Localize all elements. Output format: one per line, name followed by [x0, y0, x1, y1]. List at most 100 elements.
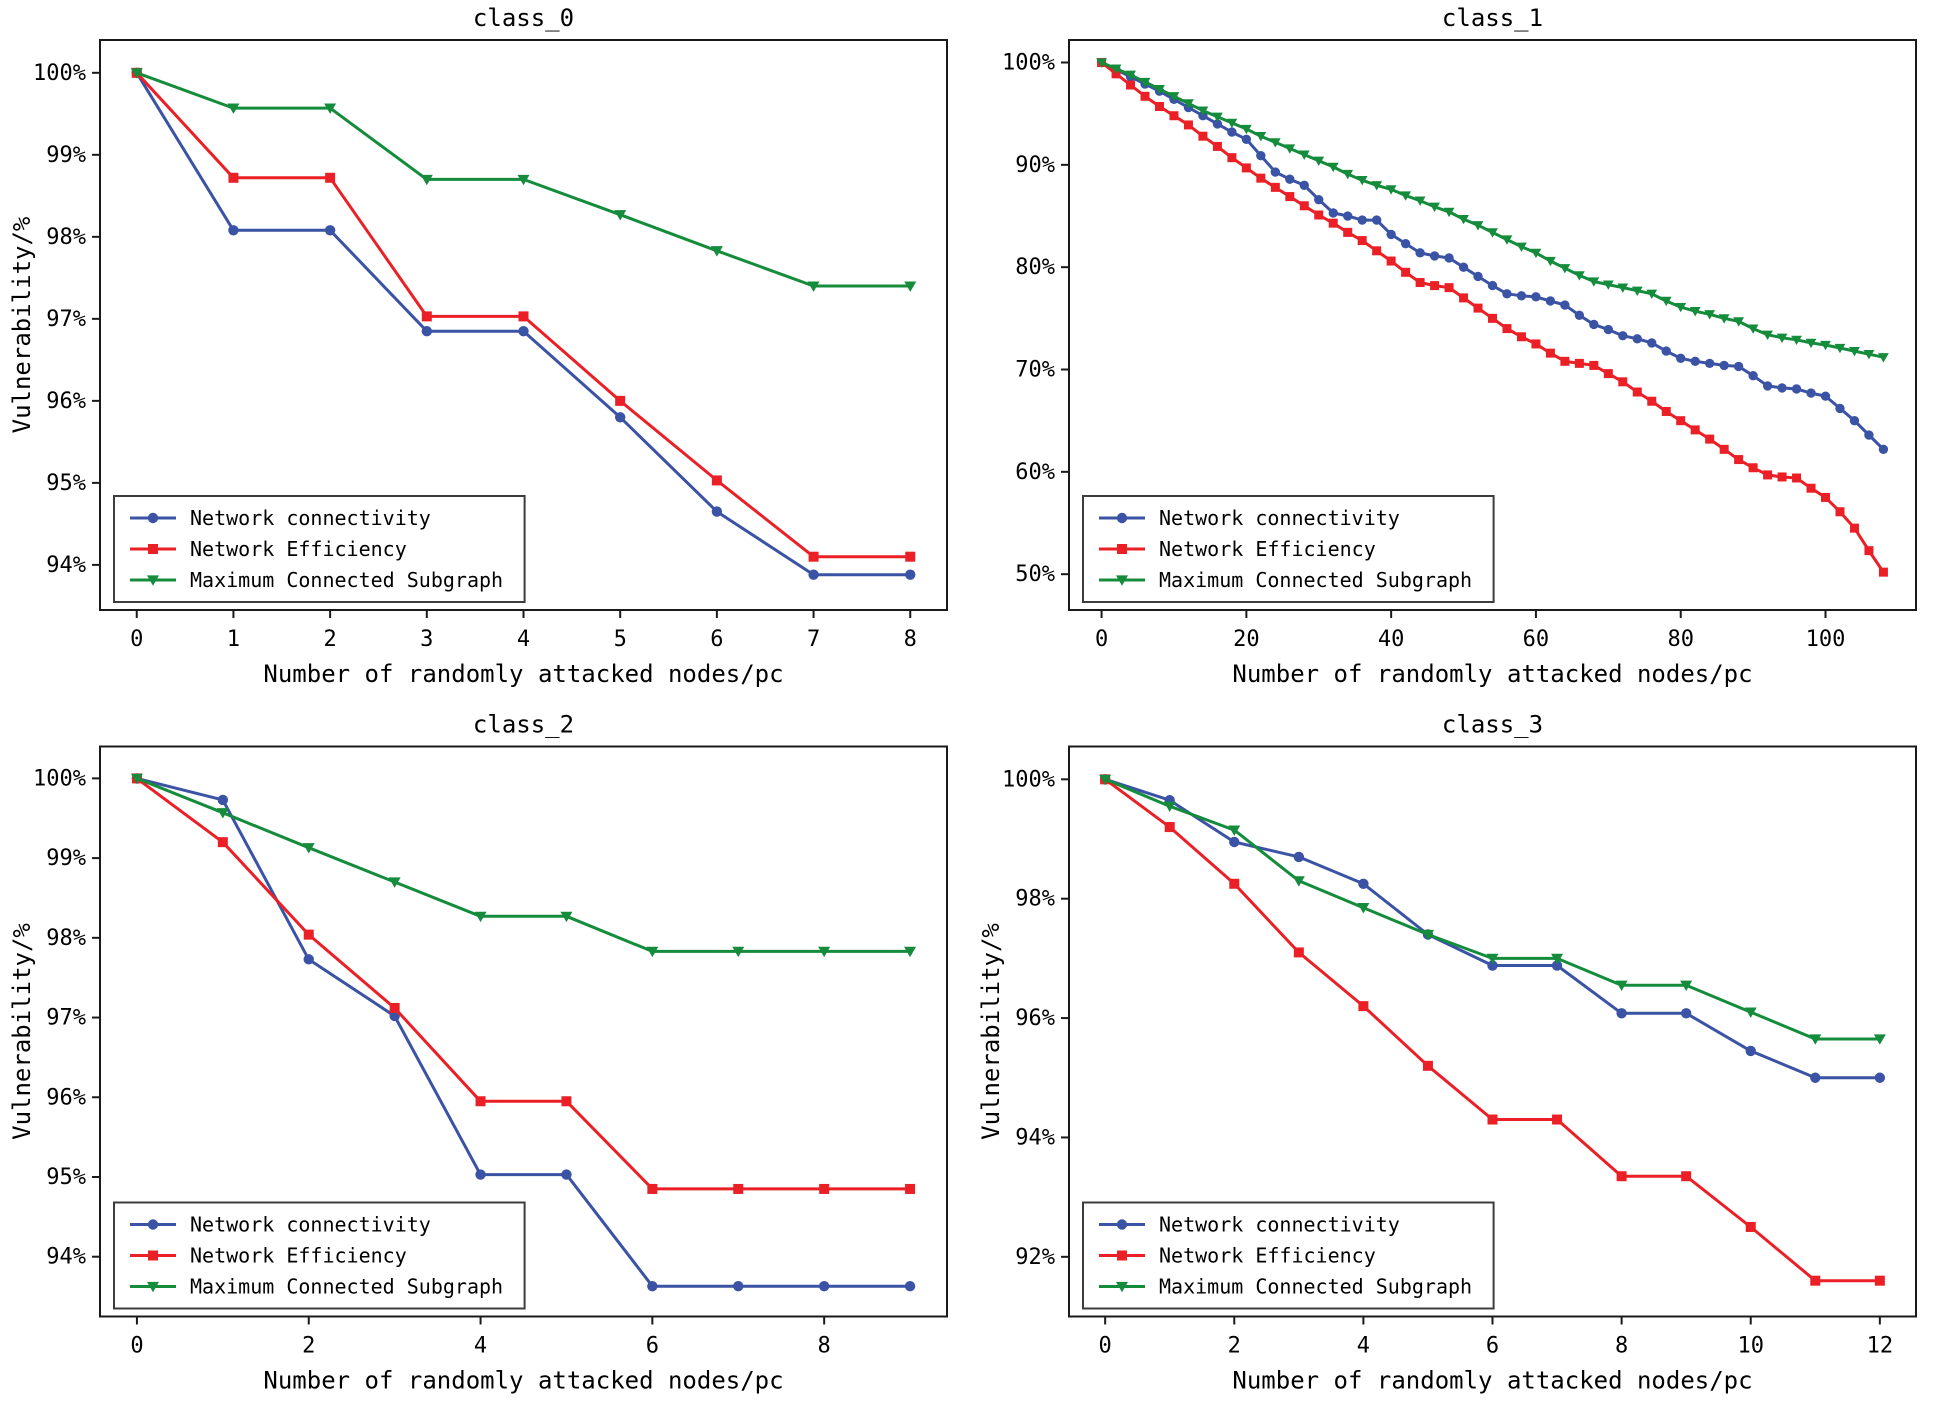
series-markers-network-efficiency [1100, 774, 1885, 1286]
y-tick-label: 70% [1015, 358, 1055, 383]
marker-triangle-down [614, 210, 627, 221]
marker-triangle-down [420, 174, 433, 186]
marker-circle [905, 569, 916, 580]
marker-triangle-down [1486, 953, 1499, 965]
marker-triangle-down [710, 246, 723, 257]
marker-circle [1777, 383, 1787, 393]
marker-triangle-down [1357, 903, 1370, 914]
marker-square [1806, 483, 1816, 493]
marker-circle [1551, 960, 1563, 971]
legend-item-network-connectivity: Network connectivity [1099, 506, 1400, 530]
marker-triangle-down [1228, 825, 1241, 836]
marker-triangle-down [1660, 296, 1672, 307]
marker-square [1676, 416, 1686, 426]
marker-triangle-down [324, 103, 337, 114]
legend-label: Network connectivity [190, 506, 431, 530]
marker-triangle-down [1704, 310, 1716, 320]
marker-triangle-down [818, 946, 831, 958]
marker-square [1256, 173, 1266, 183]
marker-triangle-down [1873, 1034, 1886, 1045]
marker-circle [228, 225, 239, 236]
marker-circle [1227, 127, 1237, 137]
marker-triangle-down [1689, 307, 1701, 317]
marker-triangle-down [1878, 353, 1889, 363]
legend-label: Network connectivity [1159, 1213, 1400, 1237]
marker-square [1560, 356, 1570, 366]
marker-square [1299, 201, 1309, 211]
marker-triangle-down [302, 843, 315, 854]
legend-label: Maximum Connected Subgraph [190, 568, 503, 592]
marker-triangle-down [1371, 181, 1383, 191]
marker-triangle-down [904, 281, 917, 292]
marker-circle [1603, 324, 1614, 335]
marker-square [1705, 434, 1715, 444]
marker-triangle-down [1400, 191, 1412, 201]
marker-circle [1212, 119, 1223, 129]
series-markers-network-connectivity [131, 67, 916, 580]
marker-circle [324, 225, 336, 236]
marker-circle [1748, 370, 1758, 381]
marker-circle [647, 1281, 658, 1292]
y-tick-label: 95% [46, 1165, 86, 1190]
marker-square [1154, 102, 1164, 112]
marker-triangle-down [1530, 248, 1542, 259]
x-tick-label: 2 [323, 627, 336, 652]
marker-square [1473, 303, 1483, 313]
marker-circle [389, 1010, 400, 1022]
marker-square [1864, 546, 1874, 556]
marker-triangle-down [1791, 335, 1802, 346]
x-tick-label: 7 [807, 627, 820, 652]
marker-square [1821, 492, 1831, 502]
x-tick-label: 100 [1806, 627, 1846, 652]
y-tick-label: 98% [46, 926, 86, 951]
marker-triangle-down [147, 575, 159, 586]
y-tick-label: 98% [1015, 887, 1055, 912]
marker-triangle-down [1458, 214, 1469, 225]
x-tick-label: 4 [474, 1334, 487, 1359]
marker-triangle-down [1116, 1281, 1128, 1293]
marker-square [1681, 1171, 1692, 1182]
marker-square [1874, 1275, 1885, 1286]
legend-item-network-efficiency: Network Efficiency [130, 1244, 407, 1268]
subplot-class-2: class_2 94% 95% 96% 97% 98% 99% 100% 0 2 4 6 8 Number… [0, 706, 969, 1413]
marker-square [1229, 878, 1240, 889]
marker-circle [1343, 211, 1353, 221]
marker-triangle-down [1516, 242, 1527, 252]
marker-circle [561, 1169, 572, 1180]
series-line-network-efficiency [136, 777, 911, 1191]
subplot-class-3: class_3 92% 94% 96% 98% 100% 0 2 4 6 8 10 12 Number o… [969, 706, 1938, 1413]
marker-triangle-down [1680, 980, 1693, 992]
marker-square [1183, 120, 1193, 130]
marker-circle [1745, 1045, 1756, 1057]
legend-item-maximum-connected-subgraph: Maximum Connected Subgraph [130, 568, 503, 592]
legend-item-network-connectivity: Network connectivity [1099, 1213, 1400, 1237]
marker-square [325, 172, 336, 183]
y-tick-label: 60% [1015, 460, 1055, 485]
marker-triangle-down [1421, 929, 1434, 941]
marker-triangle-down [1615, 980, 1628, 992]
marker-square [819, 1183, 830, 1194]
marker-square [1690, 425, 1700, 435]
marker-triangle-down [147, 1281, 159, 1293]
marker-circle [147, 1219, 159, 1230]
marker-triangle-down [388, 877, 401, 888]
marker-triangle-down [1551, 953, 1564, 965]
marker-square [1314, 210, 1324, 220]
marker-triangle-down [1168, 92, 1180, 102]
chart-class-2: class_2 94% 95% 96% 97% 98% 99% 100% 0 2 4 6 8 Number… [0, 706, 969, 1413]
marker-triangle-down [1487, 228, 1498, 238]
marker-circle [421, 325, 433, 337]
marker-square [1212, 141, 1222, 151]
legend-label: Network Efficiency [190, 537, 407, 561]
x-tick-label: 8 [1615, 1334, 1628, 1359]
marker-square [1531, 339, 1541, 349]
y-axis: 94% 95% 96% 97% 98% 99% 100% [33, 61, 100, 578]
legend: Network connectivity Network Efficiency Ma… [1082, 1201, 1495, 1310]
marker-square [733, 1183, 744, 1194]
marker-triangle-down [646, 946, 659, 958]
series-markers-maximum-connected-subgraph [1099, 774, 1886, 1045]
marker-circle [217, 794, 229, 806]
marker-triangle-down [474, 911, 487, 923]
marker-triangle-down [1849, 346, 1860, 357]
x-tick-label: 6 [646, 1334, 659, 1359]
